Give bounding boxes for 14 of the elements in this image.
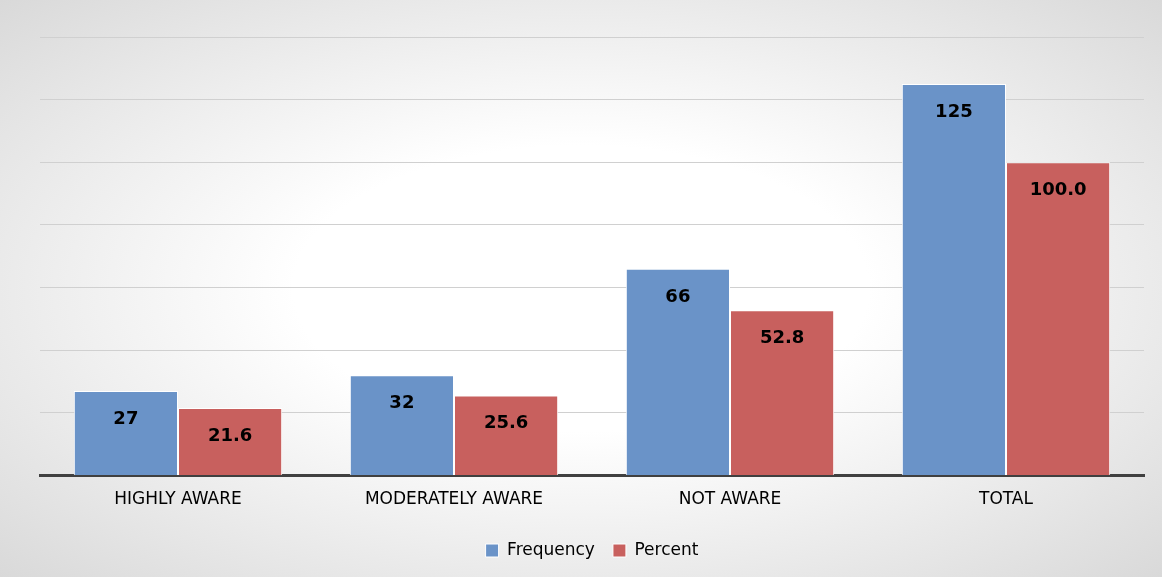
data-label: 52.8 bbox=[759, 325, 805, 347]
data-label: 25.6 bbox=[483, 411, 529, 433]
legend-label: Percent bbox=[634, 538, 699, 559]
data-label: 21.6 bbox=[207, 423, 253, 445]
data-label: 27 bbox=[113, 406, 139, 428]
x-tick-label: HIGHLY AWARE bbox=[114, 488, 242, 509]
data-label: 66 bbox=[665, 284, 691, 306]
data-label: 32 bbox=[389, 391, 415, 413]
x-tick-label: MODERATELY AWARE bbox=[364, 488, 544, 509]
x-tick-label: TOTAL bbox=[978, 488, 1034, 509]
data-label: 100.0 bbox=[1029, 177, 1087, 199]
data-label: 125 bbox=[935, 99, 973, 121]
legend-label: Frequency bbox=[507, 538, 595, 559]
x-tick-label: NOT AWARE bbox=[678, 488, 782, 509]
